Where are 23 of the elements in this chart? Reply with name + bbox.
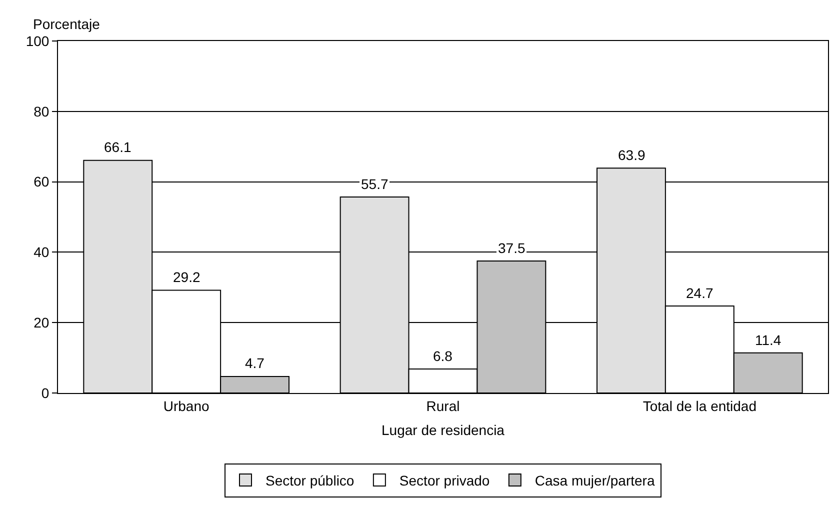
data-label: 29.2 bbox=[173, 269, 200, 285]
y-tick-label: 0 bbox=[41, 384, 50, 401]
y-tick-label: 20 bbox=[34, 314, 50, 330]
legend-label: Casa mujer/partera bbox=[534, 472, 655, 488]
legend-label: Sector público bbox=[266, 472, 354, 488]
data-label: 66.1 bbox=[104, 139, 132, 155]
y-tick-label: 40 bbox=[34, 244, 50, 260]
data-label: 6.8 bbox=[433, 348, 453, 364]
x-tick-label: Total de la entidad bbox=[642, 398, 756, 414]
y-tick-label: 80 bbox=[34, 103, 50, 120]
data-label: 24.7 bbox=[686, 285, 714, 301]
x-tick-label: Urbano bbox=[163, 398, 210, 414]
y-axis-title: Porcentaje bbox=[33, 16, 100, 32]
legend-label: Sector privado bbox=[399, 472, 490, 488]
x-axis-title: Lugar de residencia bbox=[382, 422, 505, 438]
data-label: 4.7 bbox=[245, 355, 265, 371]
y-tick-label: 60 bbox=[34, 174, 50, 190]
y-tick-label: 100 bbox=[26, 32, 50, 49]
data-label: 11.4 bbox=[755, 332, 782, 348]
data-label: 63.9 bbox=[618, 147, 646, 163]
data-label: 37.5 bbox=[498, 240, 526, 256]
data-label: 55.7 bbox=[361, 176, 388, 192]
x-tick-label: Rural bbox=[426, 398, 460, 414]
